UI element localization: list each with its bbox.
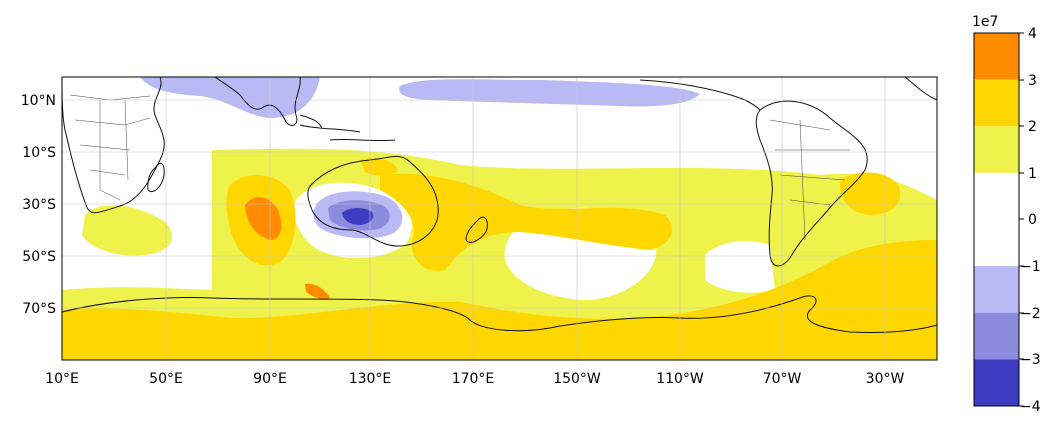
colorbar-tick-label: −4 [1020,399,1041,415]
contour-negative-australia-3 [342,208,374,225]
contour-patch-australia-gold [380,173,673,271]
colorbar-swatch [974,79,1019,127]
contour-negative-north-1 [140,77,320,118]
lon-tick-label: 70°W [763,371,802,387]
lat-tick-label: 50°S [22,249,56,265]
lon-tick-label: 30°W [866,371,905,387]
colorbar-tick-label: 4 [1028,26,1037,42]
map-panel: 10°N 10°S 30°S 50°S 70°S 10°E 50°E 90°E … [21,76,938,387]
coastline-asia [213,76,301,126]
lon-tick-label: 10°E [45,371,79,387]
colorbar-swatch [974,266,1019,313]
colorbar-swatch [974,172,1019,267]
longitude-labels: 10°E 50°E 90°E 130°E 170°E 150°W 110°W 7… [45,371,904,387]
colorbar-swatch [974,312,1019,360]
coastline-madagascar [147,162,165,193]
colorbar-swatches [974,33,1019,406]
lat-tick-label: 10°N [21,93,56,109]
lon-tick-label: 170°E [452,371,495,387]
colorbar-tick-label: −3 [1020,352,1041,368]
contour-patch-southafrica [82,205,173,256]
coastline-antarctica [61,295,938,334]
coastline-newzealand [465,216,488,243]
contour-patch-pacific-gold [360,158,398,176]
borders-south-america [769,119,850,241]
lat-tick-label: 70°S [22,301,56,317]
coastline-north-america-east [904,76,938,101]
contour-gyre-white-2 [705,241,775,293]
lon-tick-label: 150°W [553,371,601,387]
colorbar: 1e7 4 3 2 1 0 −1 −2 −3 −4 [972,14,1041,415]
coastline-south-america [755,100,868,267]
colorbar-swatch [974,359,1019,406]
colorbar-swatch [974,126,1019,173]
colorbar-tick-label: −2 [1020,306,1041,322]
colorbar-tick-label: 0 [1028,212,1037,228]
coastline-central-america [639,79,761,111]
colorbar-tick-label: 3 [1028,73,1037,89]
colorbar-multiplier: 1e7 [972,14,998,30]
lon-tick-label: 130°E [349,371,392,387]
contour-cell-orange-2 [305,283,330,300]
coastline-africa [61,76,165,214]
latitude-labels: 10°N 10°S 30°S 50°S 70°S [21,93,56,317]
lat-tick-label: 10°S [22,145,56,161]
lon-tick-label: 50°E [149,371,183,387]
colorbar-labels: 4 3 2 1 0 −1 −2 −3 −4 [1020,26,1041,415]
coastline-indonesia [299,114,396,142]
colorbar-ticks [1019,32,1024,407]
contour-fills [62,77,937,360]
lon-tick-label: 90°E [253,371,287,387]
colorbar-tick-label: 1 [1028,166,1037,182]
colorbar-tick-label: −1 [1020,259,1041,275]
colorbar-tick-label: 2 [1028,119,1037,135]
map-frame [61,76,938,361]
contour-negative-north-2 [399,79,700,107]
lat-tick-label: 30°S [22,197,56,213]
contour-cell-orange-1 [245,197,282,240]
colorbar-swatch [974,33,1019,80]
contour-band-southern-gold [62,240,937,360]
coastlines [61,76,938,334]
lon-tick-label: 110°W [656,371,704,387]
